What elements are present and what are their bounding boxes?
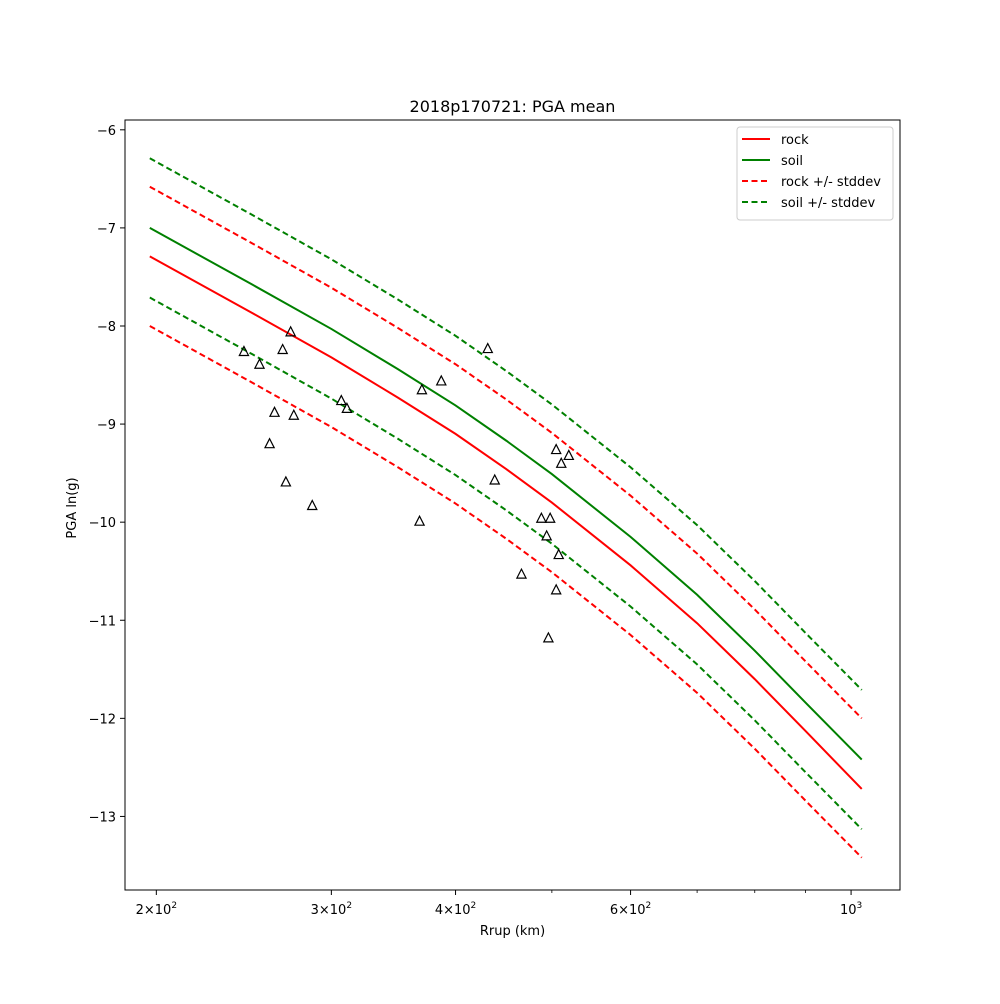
y-tick-label: −10 <box>89 516 116 531</box>
observation-marker <box>280 475 292 487</box>
observation-marker <box>268 405 281 417</box>
y-tick-label: −8 <box>97 320 116 335</box>
observation-marker <box>550 583 562 595</box>
series-line-3 <box>149 325 863 859</box>
x-tick-label: 6×102 <box>610 901 651 918</box>
observation-marker <box>535 511 547 523</box>
x-tick-label: 2×102 <box>136 901 177 918</box>
observation-marker <box>263 437 276 449</box>
observation-marker <box>416 383 428 395</box>
observation-marker <box>277 343 289 355</box>
legend-label: rock <box>781 133 809 148</box>
observation-markers <box>238 325 575 643</box>
observation-marker <box>288 408 300 420</box>
observation-marker <box>238 345 250 357</box>
series-layer <box>149 157 863 859</box>
series-line-2 <box>149 185 863 720</box>
y-tick-label: −9 <box>97 418 116 433</box>
axes: −6 −7 −8 −9 −10 −11 −12 −13 2×102 3×102 4×102 6×102… <box>89 119 901 918</box>
y-tick-label: −11 <box>89 614 116 629</box>
y-tick-label: −12 <box>89 712 116 727</box>
series-line-1 <box>149 227 863 761</box>
observation-marker <box>555 456 567 468</box>
observation-marker <box>541 529 553 541</box>
observation-marker <box>544 511 556 523</box>
legend-label: soil <box>781 154 803 169</box>
y-tick-label: −6 <box>97 124 116 139</box>
observation-marker <box>253 357 266 369</box>
observation-marker <box>489 473 501 485</box>
y-axis-label: PGA ln(g) <box>65 477 80 538</box>
observation-marker <box>306 499 318 511</box>
observation-marker <box>413 514 426 526</box>
observation-marker <box>542 631 554 643</box>
legend-label: soil +/- stddev <box>781 196 876 211</box>
plot-frame <box>124 119 901 891</box>
observation-marker <box>285 325 297 337</box>
x-tick-label: 103 <box>840 901 862 918</box>
legend: rock soil rock +/- stddev soil +/- stddev <box>736 126 894 221</box>
x-tick-label: 4×102 <box>435 901 476 918</box>
observation-marker <box>553 548 565 560</box>
observation-marker <box>435 374 447 386</box>
x-tick-label: 3×102 <box>311 901 352 918</box>
observation-marker <box>482 342 494 354</box>
observation-marker <box>335 394 347 406</box>
x-axis-label: Rrup (km) <box>480 924 545 939</box>
series-line-4 <box>149 157 863 691</box>
series-line-0 <box>149 255 863 790</box>
series-line-5 <box>149 296 863 830</box>
legend-box <box>736 126 894 221</box>
observation-marker <box>550 443 562 455</box>
chart-title: 2018p170721: PGA mean <box>410 97 616 116</box>
observation-marker <box>515 567 528 579</box>
legend-label: rock +/- stddev <box>781 175 881 190</box>
y-tick-label: −13 <box>89 810 116 825</box>
observation-marker <box>563 449 575 461</box>
y-tick-label: −7 <box>97 222 116 237</box>
observation-marker <box>341 402 353 413</box>
